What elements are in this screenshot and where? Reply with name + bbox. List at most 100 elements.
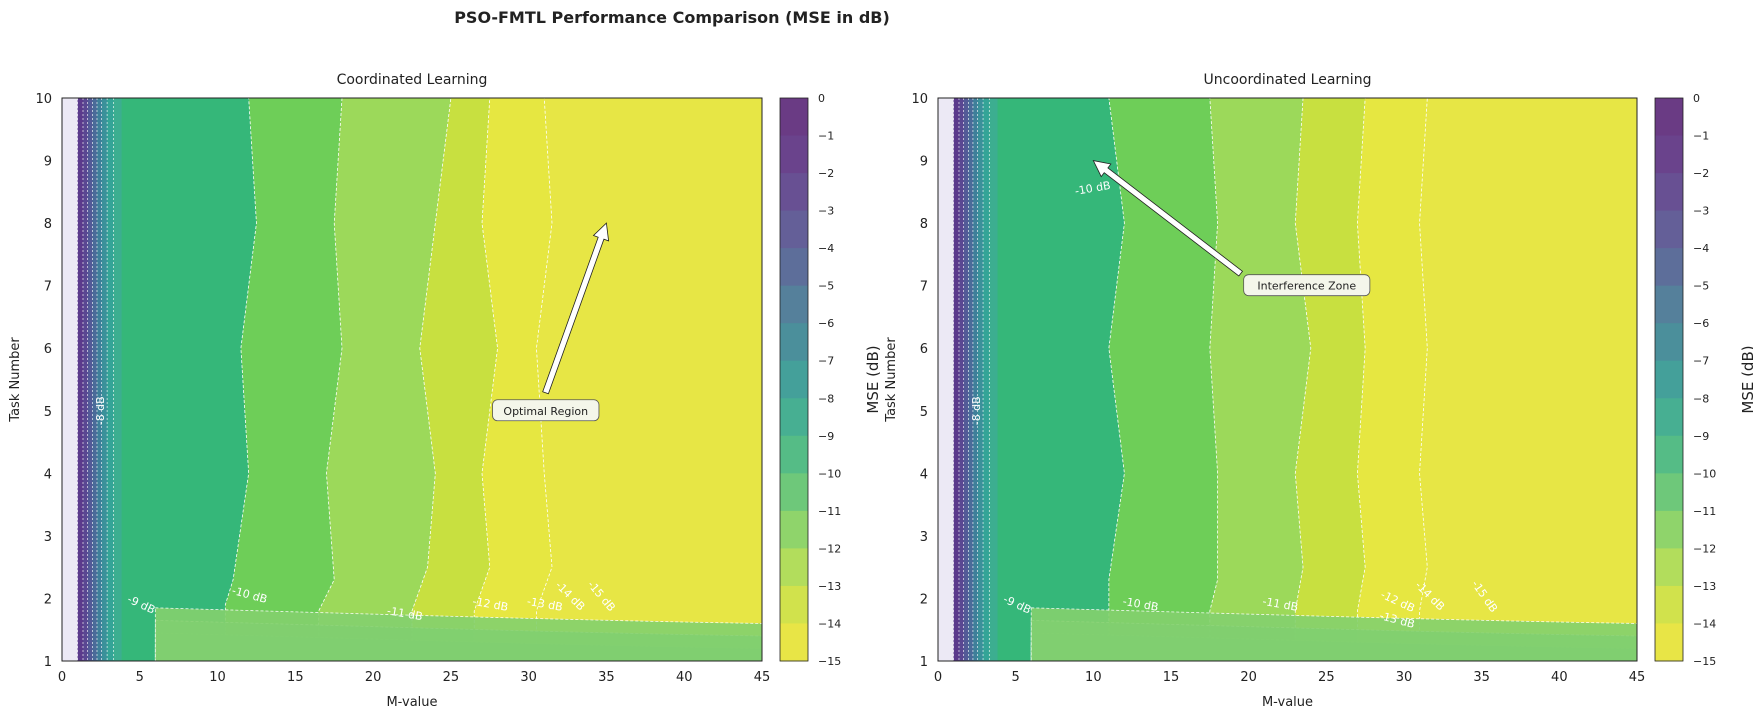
left-strip <box>101 98 108 661</box>
x-tick-label: 15 <box>1163 670 1180 685</box>
x-tick-label: 15 <box>287 670 304 685</box>
colorbar-tick: −7 <box>818 355 834 368</box>
left-strip <box>113 98 122 661</box>
axes-frame <box>61 97 763 662</box>
y-tick-label: 10 <box>911 92 928 107</box>
colorbar-segment <box>780 623 808 662</box>
colorbar-segment <box>1655 285 1683 324</box>
colorbar-segment <box>780 98 808 137</box>
colorbar-segment <box>780 435 808 474</box>
y-tick-label: 4 <box>44 467 52 482</box>
colorbar-tick: −15 <box>1693 655 1716 668</box>
colorbar-tick: −12 <box>1693 542 1716 555</box>
colorbar-segment <box>1655 435 1683 474</box>
annotation-arrow <box>542 222 610 395</box>
colorbar-label: MSE (dB) <box>1739 345 1753 413</box>
x-tick-label: 0 <box>934 670 942 685</box>
y-tick-label: 4 <box>920 467 928 482</box>
colorbar-segment <box>1655 398 1683 437</box>
colorbar-tick: −1 <box>1693 130 1709 143</box>
y-tick-label: 6 <box>920 342 928 357</box>
left-strip <box>938 98 955 661</box>
colorbar-segment <box>1655 98 1683 137</box>
y-tick-label: 9 <box>920 155 928 170</box>
left-strip <box>968 98 974 661</box>
x-axis-label: M-value <box>1262 695 1313 710</box>
colorbar-tick: −11 <box>818 505 841 518</box>
y-tick-label: 7 <box>920 280 928 295</box>
colorbar-tick: −1 <box>818 130 834 143</box>
left-strip <box>77 98 84 661</box>
colorbar-segment <box>1655 623 1683 662</box>
figure-title: PSO-FMTL Performance Comparison (MSE in … <box>454 8 890 27</box>
colorbar-tick: −2 <box>1693 167 1709 180</box>
panels: -8 dB-9 dB -10 dB-11 dB -12 dB -13 dB-14 dB… <box>8 72 1753 710</box>
x-tick-label: 30 <box>1396 670 1413 685</box>
colorbar-frame <box>779 97 809 662</box>
y-tick-label: 5 <box>920 405 928 420</box>
colorbar-tick: −6 <box>818 317 834 330</box>
colorbar-tick: −3 <box>818 205 834 218</box>
colorbar-tick: −14 <box>1693 617 1716 630</box>
x-tick-label: 40 <box>676 670 693 685</box>
colorbar-tick: −4 <box>1693 242 1709 255</box>
colorbar-tick: −10 <box>818 467 841 480</box>
colorbar-segment <box>780 398 808 437</box>
colorbar-segment <box>780 135 808 174</box>
panel-title: Uncoordinated Learning <box>1204 72 1372 88</box>
y-tick-label: 2 <box>44 592 52 607</box>
x-tick-label: 5 <box>136 670 144 685</box>
colorbar-segment <box>780 210 808 249</box>
left-strip <box>958 98 965 661</box>
x-tick-label: 20 <box>1240 670 1257 685</box>
left-strip <box>953 98 960 661</box>
colorbar-segment <box>1655 585 1683 624</box>
left-strip <box>963 98 969 661</box>
y-tick-label: 10 <box>35 92 52 107</box>
colorbar-segment <box>780 285 808 324</box>
colorbar-tick: −10 <box>1693 467 1716 480</box>
colorbar-tick: −11 <box>1693 505 1716 518</box>
colorbar-segment <box>780 323 808 362</box>
colorbar-segment <box>780 548 808 587</box>
y-tick-label: 3 <box>44 530 52 545</box>
left-strip <box>977 98 984 661</box>
colorbar-tick: 0 <box>1693 92 1700 105</box>
y-tick-label: 1 <box>920 655 928 670</box>
colorbar-segment <box>780 473 808 512</box>
colorbar-tick: −13 <box>818 580 841 593</box>
x-tick-label: 35 <box>598 670 615 685</box>
contour-label: -8 dB <box>970 396 983 425</box>
panel-1: -8 dB-9 dB-10 dB-10 dB -11 dB -12 dB-13 dB… <box>884 72 1753 710</box>
x-tick-label: 5 <box>1012 670 1020 685</box>
colorbar-segment <box>780 248 808 287</box>
colorbar-segment <box>780 360 808 399</box>
panel-0: -8 dB-9 dB -10 dB-11 dB -12 dB -13 dB-14 dB… <box>8 72 882 710</box>
left-strip <box>97 98 103 661</box>
colorbar-tick: −6 <box>1693 317 1709 330</box>
annotation-arrow <box>1092 160 1244 277</box>
bottom-band <box>154 607 762 661</box>
colorbar-tick: −8 <box>818 392 834 405</box>
contour-label: -13 dB <box>526 595 564 614</box>
x-tick-label: 10 <box>209 670 226 685</box>
y-tick-label: 6 <box>44 342 52 357</box>
colorbar-tick: −2 <box>818 167 834 180</box>
contour-label: -10 dB <box>1122 595 1160 614</box>
y-tick-label: 5 <box>44 405 52 420</box>
colorbar-tick: −13 <box>1693 580 1716 593</box>
colorbar-segment <box>780 173 808 212</box>
y-axis-label: Task Number <box>884 337 899 423</box>
y-tick-label: 2 <box>920 592 928 607</box>
panel-title: Coordinated Learning <box>337 72 488 88</box>
plot-area: -8 dB-9 dB -10 dB-11 dB -12 dB -13 dB-14 dB… <box>62 98 762 661</box>
colorbar-tick: −9 <box>1693 430 1709 443</box>
contour-label: -12 dB <box>472 595 510 614</box>
y-axis-label: Task Number <box>8 337 23 423</box>
axes-frame <box>937 97 1638 662</box>
y-tick-label: 7 <box>44 280 52 295</box>
bottom-band <box>1030 607 1637 661</box>
plot-area: -8 dB-9 dB-10 dB-10 dB -11 dB -12 dB-13 dB… <box>938 98 1637 661</box>
left-strip <box>972 98 979 661</box>
